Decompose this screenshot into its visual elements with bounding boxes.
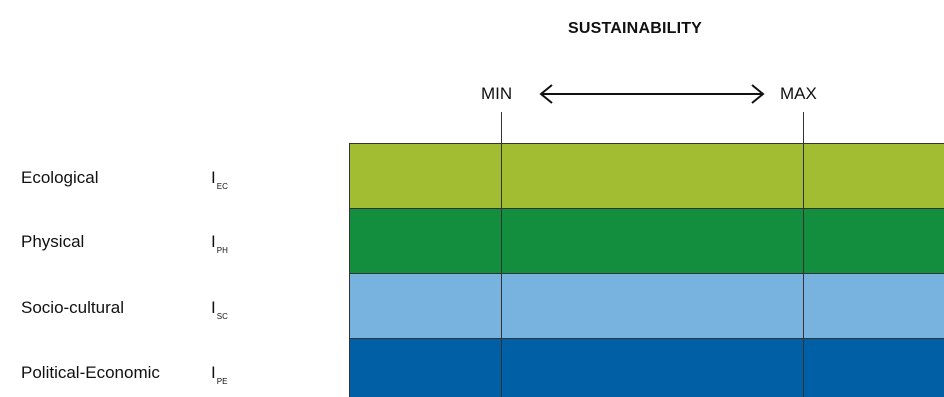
indicator-physical: IPH [211,232,228,255]
row-label-ecological: Ecological [21,168,99,187]
max-label: MAX [780,84,817,103]
row-label-socio-cultural: Socio-cultural [21,298,124,317]
min-label: MIN [481,84,513,103]
band-political-economic [349,338,944,397]
row-label-political-economic: Political-Economic [21,363,160,382]
indicator-political-economic: IPE [211,363,228,386]
max-line [803,112,804,397]
row-label-physical: Physical [21,232,85,251]
min-line [501,112,502,397]
indicator-socio-cultural: ISC [211,298,228,321]
band-socio-cultural [349,273,944,339]
band-physical [349,208,944,274]
indicator-ecological: IEC [211,168,228,191]
diagram-title: SUSTAINABILITY [568,20,703,37]
double-arrow-icon [539,84,765,104]
band-ecological [349,143,944,209]
